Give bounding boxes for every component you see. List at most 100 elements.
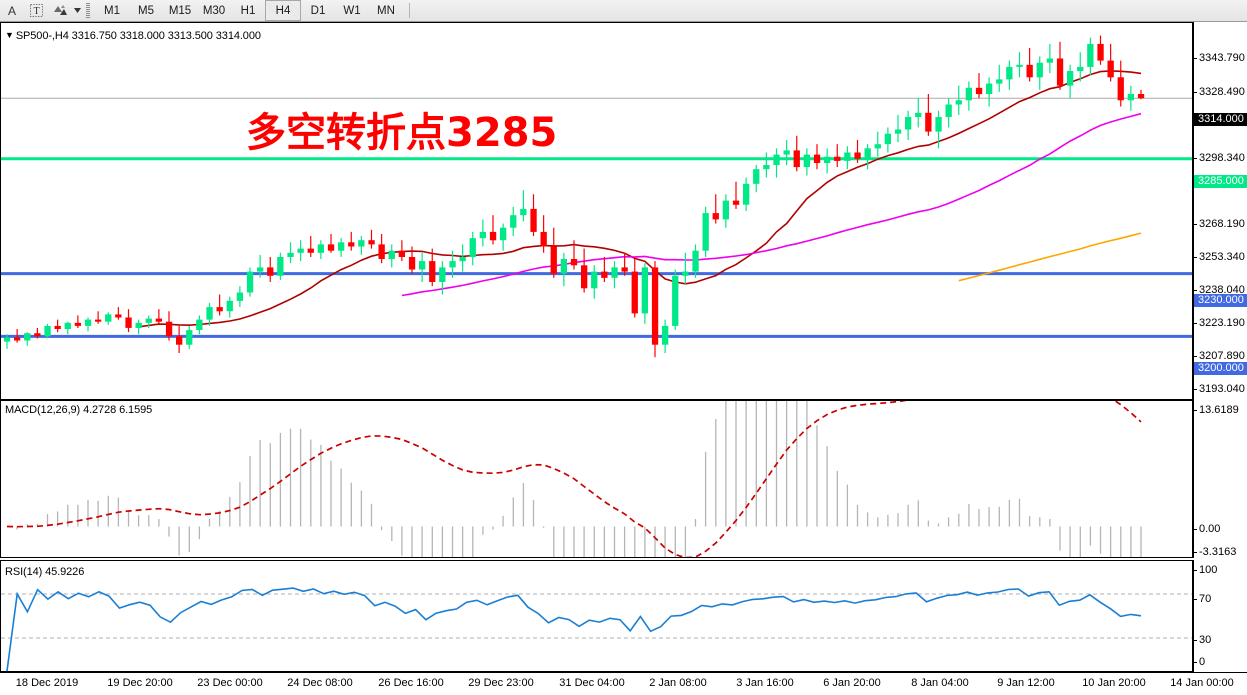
ma-line	[138, 70, 1142, 328]
price-chart-pane[interactable]	[0, 22, 1193, 400]
price-axis-tick: 3207.890	[1194, 350, 1247, 362]
level-tag-3285[interactable]: 3285.000	[1194, 175, 1247, 188]
objects-icon[interactable]	[48, 1, 72, 20]
svg-text:T: T	[33, 6, 39, 17]
tick-mark	[1194, 91, 1197, 93]
price-axis-tick: 3193.040	[1194, 383, 1247, 395]
tick-mark	[1194, 639, 1197, 641]
candle-body	[408, 257, 416, 270]
macd-axis-tick-label: 0.00	[1199, 523, 1221, 535]
rsi-axis-tick-label: 100	[1199, 564, 1218, 576]
period-h1[interactable]: H1	[240, 4, 256, 17]
price-axis-tick-label: 3223.190	[1199, 317, 1245, 329]
time-axis[interactable]: 18 Dec 2019 19 Dec 20:00 23 Dec 00:00 24 De…	[0, 672, 1247, 695]
candle-body	[874, 144, 881, 149]
candle-body	[378, 244, 385, 259]
price-axis-tick-label: 3268.190	[1199, 218, 1245, 230]
candle-body	[125, 317, 132, 328]
period-m30[interactable]: M30	[202, 4, 226, 17]
macd-signal-line	[6, 401, 1142, 557]
rsi-axis-tick: 100	[1194, 564, 1247, 576]
candle-body	[753, 169, 760, 184]
macd-axis[interactable]: 13.6189 0.00 -3.3163	[1193, 400, 1247, 558]
candle-body	[44, 325, 51, 337]
rsi-canvas[interactable]	[1, 561, 1192, 671]
rsi-pane[interactable]	[0, 560, 1193, 672]
time-axis-label: 19 Dec 20:00	[107, 677, 173, 689]
candle-body	[1067, 71, 1074, 86]
price-axis[interactable]: 3343.790 3328.490 3298.340 3268.190 3253.340…	[1193, 22, 1247, 428]
tick-mark	[1194, 157, 1197, 159]
tick-mark	[1194, 57, 1197, 59]
rsi-axis-tick: 30	[1194, 634, 1247, 646]
last-price-tag[interactable]: 3314.000	[1194, 113, 1247, 126]
price-chart-canvas[interactable]	[1, 23, 1192, 399]
period-h4[interactable]: H4	[265, 0, 301, 21]
candle-body	[1056, 58, 1064, 86]
level-tag-3200[interactable]: 3200.000	[1194, 362, 1247, 375]
toolbar-grip[interactable]	[86, 3, 90, 18]
collapse-triangle-icon[interactable]: ▼	[5, 30, 14, 40]
candle-body	[601, 271, 608, 278]
candle-body	[763, 165, 770, 170]
candle-body	[3, 337, 11, 342]
candle-body	[581, 265, 588, 289]
candle-body	[459, 257, 466, 262]
macd-canvas[interactable]	[1, 401, 1192, 557]
candle-body	[722, 200, 729, 220]
candle-body	[1097, 43, 1104, 61]
candle-body	[793, 150, 800, 168]
rsi-axis[interactable]: 100 70 30 0	[1193, 560, 1247, 672]
price-axis-tick-label: 3207.890	[1199, 350, 1245, 362]
candle-body	[297, 248, 304, 253]
rsi-line	[6, 587, 1142, 671]
candle-body	[570, 259, 578, 266]
candle-body	[307, 248, 314, 253]
chevron-down-icon[interactable]	[72, 1, 83, 20]
candle-body	[165, 321, 173, 337]
candle-body	[803, 154, 810, 168]
period-w1[interactable]: W1	[343, 4, 361, 17]
price-axis-tick: 3268.190	[1194, 218, 1247, 230]
period-m5[interactable]: M5	[138, 4, 154, 17]
tick-mark	[1194, 551, 1197, 553]
candle-body	[155, 318, 162, 322]
price-axis-tick-label: 3253.340	[1199, 251, 1245, 263]
period-m15[interactable]: M15	[168, 4, 192, 17]
period-d1[interactable]: D1	[310, 4, 326, 17]
time-axis-label: 23 Dec 00:00	[197, 677, 263, 689]
candle-body	[74, 322, 81, 326]
candle-body	[1006, 66, 1013, 80]
period-m1[interactable]: M1	[104, 4, 120, 17]
candle-body	[662, 325, 669, 345]
time-axis-label: 8 Jan 04:00	[911, 677, 969, 689]
candle-body	[1046, 58, 1053, 63]
candle-body	[469, 238, 476, 257]
candle-body	[986, 83, 993, 94]
rsi-axis-tick: 70	[1194, 593, 1247, 605]
price-axis-tick-label: 3193.040	[1199, 383, 1245, 395]
text-label-icon[interactable]: T	[24, 1, 48, 20]
candle-body	[398, 250, 405, 257]
candle-body	[115, 314, 122, 318]
candle-body	[783, 150, 790, 155]
macd-axis-tick: -3.3163	[1194, 546, 1247, 558]
font-icon[interactable]: A	[7, 3, 16, 18]
tick-mark	[1194, 223, 1197, 225]
time-axis-label: 26 Dec 16:00	[378, 677, 444, 689]
macd-axis-tick: 13.6189	[1194, 404, 1247, 416]
ma-line	[958, 232, 1142, 282]
candle-body	[1077, 66, 1084, 72]
chart-annotation-text: 多空转折点3285	[246, 110, 558, 156]
level-tag-3230[interactable]: 3230.000	[1194, 294, 1247, 307]
time-axis-label: 6 Jan 20:00	[823, 677, 881, 689]
price-axis-tick: 3223.190	[1194, 317, 1247, 329]
candle-body	[186, 330, 193, 345]
candle-body	[925, 112, 932, 132]
candle-body	[894, 129, 902, 134]
candle-body	[550, 246, 557, 274]
candle-body	[1117, 77, 1124, 101]
macd-pane[interactable]	[0, 400, 1193, 558]
period-mn[interactable]: MN	[377, 4, 395, 17]
candle-body	[915, 112, 922, 117]
